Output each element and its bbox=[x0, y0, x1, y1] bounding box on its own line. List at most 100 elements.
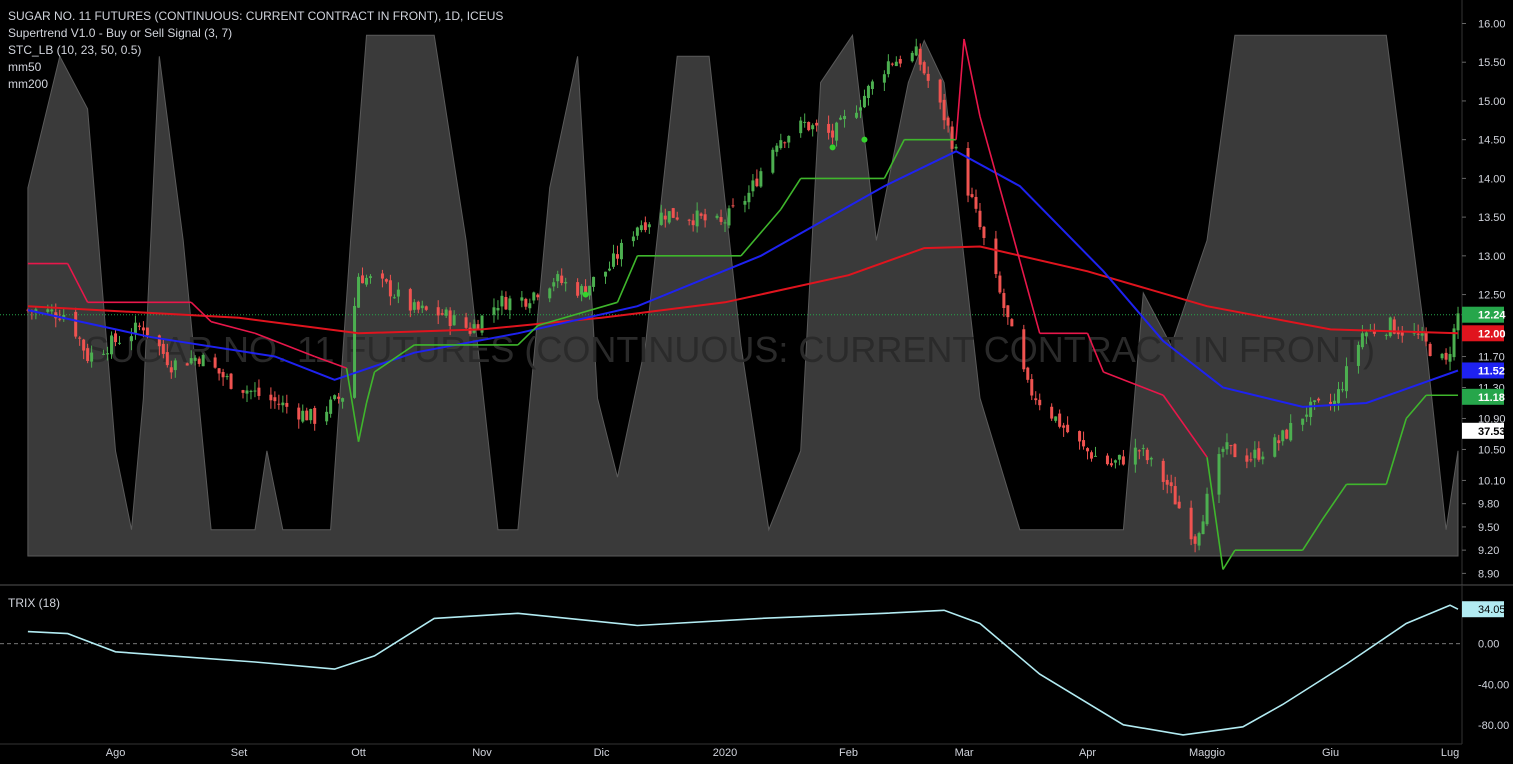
candle-body bbox=[843, 115, 847, 120]
candle bbox=[225, 373, 229, 380]
candle-body bbox=[779, 140, 783, 149]
candle-body bbox=[58, 318, 62, 320]
candle-body bbox=[185, 363, 189, 366]
candle bbox=[74, 307, 78, 339]
candle bbox=[297, 403, 301, 429]
supertrend-segment bbox=[210, 320, 256, 335]
candle bbox=[412, 299, 416, 313]
candle bbox=[731, 198, 735, 208]
candle-body bbox=[615, 254, 619, 259]
candle-body bbox=[532, 292, 536, 301]
supertrend-segment bbox=[1162, 394, 1208, 458]
candle bbox=[1317, 397, 1321, 403]
candle bbox=[1305, 407, 1309, 422]
candle bbox=[129, 328, 133, 351]
candle bbox=[217, 368, 221, 381]
supertrend-segment bbox=[314, 355, 347, 369]
candle-body bbox=[918, 48, 922, 65]
candle-body bbox=[197, 358, 201, 364]
price-badge-bg bbox=[1462, 325, 1504, 342]
candle bbox=[1082, 431, 1086, 450]
time-tick-label: Set bbox=[231, 747, 248, 759]
candle bbox=[444, 307, 448, 319]
time-tick-label: Maggio bbox=[1189, 747, 1225, 759]
candle bbox=[329, 396, 333, 418]
candle-body bbox=[954, 146, 958, 149]
candle-body bbox=[1428, 343, 1432, 356]
candle bbox=[110, 331, 114, 359]
candle-body bbox=[787, 135, 791, 143]
candle-body bbox=[229, 373, 233, 389]
candle-body bbox=[994, 238, 998, 275]
candle-body bbox=[1161, 460, 1165, 482]
candle-body bbox=[257, 387, 261, 396]
candle bbox=[520, 291, 524, 308]
candle-body bbox=[576, 282, 580, 296]
candle-body bbox=[1261, 456, 1265, 460]
chart-legend: SUGAR NO. 11 FUTURES (CONTINUOUS: CURREN… bbox=[8, 8, 503, 93]
candle-body bbox=[1038, 399, 1042, 406]
price-tick-label: 11.70 bbox=[1478, 352, 1505, 364]
price-tick-label: 15.00 bbox=[1478, 96, 1506, 108]
candle bbox=[747, 185, 751, 210]
candle-body bbox=[560, 275, 564, 283]
candle-body bbox=[1002, 293, 1006, 309]
candle-body bbox=[297, 407, 301, 420]
time-tick-label: Giu bbox=[1322, 747, 1339, 759]
candle-body bbox=[496, 307, 500, 311]
time-tick-label: Ott bbox=[351, 747, 366, 759]
candle bbox=[1309, 397, 1313, 426]
stc-area bbox=[27, 33, 1459, 557]
candle bbox=[396, 282, 400, 304]
candle bbox=[914, 38, 918, 57]
candle-body bbox=[631, 236, 635, 242]
candle bbox=[607, 261, 611, 272]
candle-body bbox=[1392, 319, 1396, 334]
candle-body bbox=[1233, 444, 1237, 458]
candle-body bbox=[333, 395, 337, 400]
candle bbox=[1062, 422, 1066, 437]
candle-body bbox=[1372, 331, 1376, 334]
candle bbox=[325, 406, 329, 426]
supertrend-segment bbox=[537, 301, 618, 327]
candle bbox=[667, 210, 671, 225]
candle-body bbox=[723, 222, 727, 224]
candle-body bbox=[1424, 331, 1428, 342]
candle-body bbox=[691, 220, 695, 226]
candle bbox=[388, 274, 392, 306]
time-axis: Ago Set Ott Nov Dic 2020 Feb Mar Apr Maggio Giu Lug bbox=[106, 747, 1459, 759]
candle bbox=[1444, 348, 1448, 365]
candle bbox=[998, 271, 1002, 295]
candle-body bbox=[1094, 455, 1098, 457]
price-badge-label: 11.18 bbox=[1478, 392, 1505, 404]
candle bbox=[137, 322, 141, 331]
candle bbox=[556, 270, 560, 289]
candle bbox=[870, 79, 874, 95]
candle-body bbox=[161, 343, 165, 354]
supertrend-buy-signal bbox=[582, 291, 589, 298]
candle bbox=[424, 305, 428, 312]
candle-body bbox=[305, 410, 309, 421]
candle bbox=[357, 273, 361, 308]
candle bbox=[703, 208, 707, 228]
candle bbox=[133, 315, 137, 340]
supertrend-buy-signal bbox=[861, 136, 868, 143]
candle-body bbox=[1205, 493, 1209, 525]
candle-body bbox=[380, 273, 384, 279]
candle-body bbox=[1078, 431, 1082, 442]
candle bbox=[353, 297, 357, 399]
candle bbox=[1161, 458, 1165, 490]
candle bbox=[281, 395, 285, 413]
candle bbox=[1141, 444, 1145, 456]
candle bbox=[1221, 446, 1225, 458]
candle-body bbox=[978, 210, 982, 228]
candle bbox=[882, 70, 886, 92]
candle bbox=[1329, 393, 1333, 411]
candle bbox=[1078, 430, 1082, 450]
price-badge-bg bbox=[1462, 306, 1504, 323]
price-tick-label: 10.10 bbox=[1478, 475, 1506, 487]
candle-body bbox=[1285, 429, 1289, 439]
candle bbox=[787, 135, 791, 149]
candle-body bbox=[556, 274, 560, 282]
